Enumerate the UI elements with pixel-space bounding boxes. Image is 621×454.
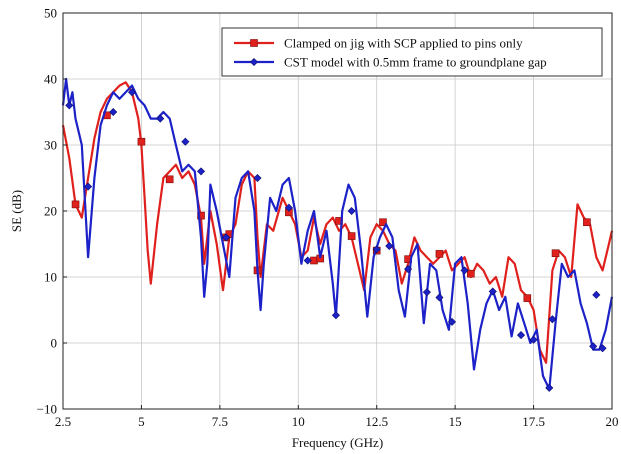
series-2-marker: [435, 293, 444, 302]
y-tick-label: 10: [44, 270, 57, 285]
y-tick-label: 30: [44, 138, 57, 153]
series-2-marker: [422, 288, 431, 297]
series-1-marker: [583, 218, 591, 227]
x-tick-label: 15: [449, 414, 462, 429]
series-2-marker: [545, 383, 554, 392]
y-tick-label: −10: [37, 402, 57, 417]
series-2-marker: [253, 173, 262, 183]
series-2-marker: [592, 290, 601, 299]
x-tick-label: 2.5: [55, 414, 71, 429]
series-1-marker: [347, 232, 356, 240]
y-tick-label: 40: [44, 72, 57, 87]
y-axis-label: SE (dB): [9, 190, 24, 232]
legend-entry-1: Clamped on jig with SCP applied to pins …: [234, 36, 523, 51]
series-2-marker: [404, 265, 413, 274]
series-2-marker: [516, 331, 526, 340]
series-2-marker: [589, 342, 598, 351]
series-1-marker: [137, 137, 146, 146]
series-2-marker: [222, 233, 231, 242]
series-2: [61, 77, 614, 392]
y-tick-label: 0: [51, 336, 58, 351]
series-2-marker: [181, 137, 190, 146]
series-1-line: [61, 81, 614, 364]
legend-swatch-marker: [250, 39, 258, 47]
series-2-marker: [303, 256, 312, 265]
grid: [63, 13, 612, 409]
y-tick-label: 20: [44, 204, 57, 219]
series-1-marker: [523, 294, 532, 302]
series-1-marker: [467, 269, 475, 278]
series-2-marker: [529, 335, 538, 344]
series-2-marker: [197, 167, 206, 176]
series-1-marker: [379, 218, 387, 227]
series-1-marker: [197, 211, 205, 220]
legend-label-2: CST model with 0.5mm frame to groundplan…: [284, 55, 547, 70]
series-2-marker: [284, 203, 293, 212]
series-2-marker: [372, 245, 381, 254]
legend: Clamped on jig with SCP applied to pins …: [221, 27, 603, 77]
series-2-marker: [598, 344, 607, 353]
series-2-marker: [156, 114, 165, 123]
series-1-marker: [71, 200, 80, 209]
x-axis-label: Frequency (GHz): [292, 435, 383, 450]
legend-entry-2: CST model with 0.5mm frame to groundplan…: [234, 55, 547, 70]
x-tick-label: 17.5: [522, 414, 545, 429]
series-2-marker: [548, 315, 557, 324]
x-tick-label: 7.5: [212, 414, 228, 429]
series-layer: [61, 77, 614, 392]
x-tick-label: 20: [606, 414, 619, 429]
series-1-marker: [435, 250, 444, 258]
series-2-marker: [127, 88, 137, 97]
series-2-marker: [84, 182, 93, 191]
series-2-line: [61, 77, 614, 391]
series-2-marker: [460, 266, 469, 275]
x-tick-label: 12.5: [365, 414, 388, 429]
legend-entries: Clamped on jig with SCP applied to pins …: [234, 36, 547, 70]
series-2-marker: [447, 317, 457, 326]
x-tick-label: 10: [292, 414, 305, 429]
legend-swatch-marker: [249, 57, 259, 67]
series-1: [61, 81, 614, 364]
series-1-marker: [165, 175, 174, 184]
series-2-marker: [488, 287, 497, 296]
legend-label-1: Clamped on jig with SCP applied to pins …: [284, 36, 523, 51]
series-2-marker: [109, 107, 118, 117]
legend-box: [221, 27, 603, 77]
y-tick-label: 50: [44, 6, 57, 21]
ticks: 2.5 5 7.5 10 12.5 15 17.5 20 −10 0 10 20 30 40 50: [37, 6, 619, 430]
series-2-marker: [385, 241, 394, 251]
series-2-marker: [65, 101, 74, 110]
series-1-marker: [551, 249, 560, 258]
series-2-marker: [331, 311, 340, 320]
x-tick-label: 5: [138, 414, 145, 429]
series-2-marker: [347, 206, 356, 216]
